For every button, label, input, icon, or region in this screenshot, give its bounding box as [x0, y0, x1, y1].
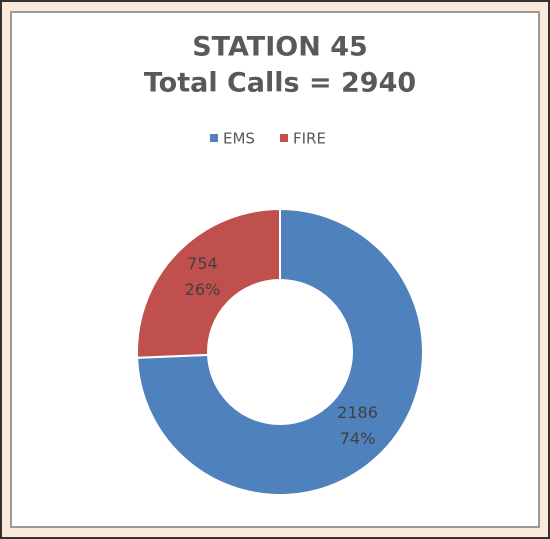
legend-label: FIRE — [293, 130, 326, 148]
data-label: 2186 — [337, 403, 378, 422]
chart-subtitle: Total Calls = 2940 — [144, 68, 416, 99]
percent-label: 74% — [340, 429, 376, 448]
donut-segment — [136, 207, 424, 496]
percent-label: 26% — [185, 280, 221, 299]
donut-segment — [136, 207, 281, 359]
data-label: 754 — [187, 254, 218, 273]
chart-title: STATION 45 — [192, 32, 368, 63]
legend-label: EMS — [223, 130, 255, 148]
legend-swatch — [210, 134, 218, 142]
legend-swatch — [280, 134, 288, 142]
